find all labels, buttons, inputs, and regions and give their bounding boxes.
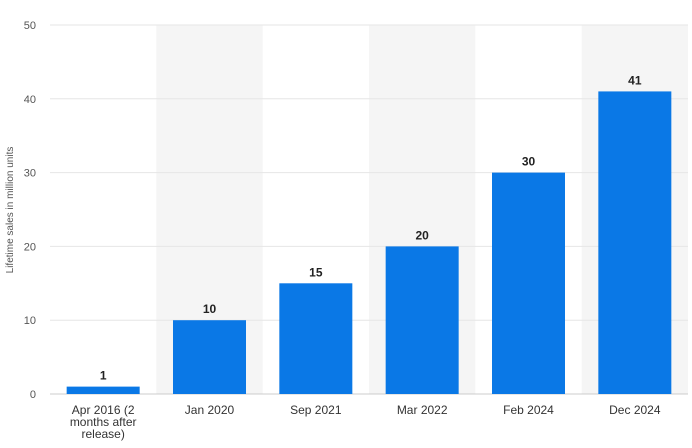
bar [598, 91, 672, 395]
data-labels: 1 10 15 20 30 41 [100, 73, 642, 382]
gridlines [50, 24, 688, 395]
bars [66, 91, 672, 395]
x-tick-label: Jan 2020 [185, 403, 235, 417]
data-label: 30 [522, 155, 536, 169]
y-tick-label: 50 [24, 20, 36, 32]
bar [385, 246, 459, 394]
y-axis-ticks: 0 10 20 30 40 50 [24, 20, 36, 401]
x-tick-label: Feb 2024 [503, 403, 554, 417]
x-tick-label: Dec 2024 [609, 403, 661, 417]
x-tick-label: Apr 2016 (2 months after release) [70, 403, 137, 441]
data-label: 20 [415, 228, 429, 242]
x-tick-label: Sep 2021 [290, 403, 342, 417]
bar [492, 172, 565, 394]
y-tick-label: 30 [24, 168, 36, 180]
y-tick-label: 40 [24, 94, 36, 106]
data-label: 15 [309, 265, 323, 279]
x-axis-labels: Apr 2016 (2 months after release) Jan 2020 S… [70, 403, 661, 441]
bar [279, 283, 353, 394]
bar [66, 386, 140, 394]
y-tick-label: 0 [30, 389, 36, 401]
y-tick-label: 20 [24, 241, 36, 253]
data-label: 41 [628, 73, 642, 87]
x-tick-label: Mar 2022 [397, 403, 448, 417]
y-axis-title: Lifetime sales in million units [5, 147, 16, 274]
y-tick-label: 10 [24, 315, 36, 327]
data-label: 1 [100, 369, 107, 383]
data-label: 10 [203, 302, 217, 316]
bar [173, 320, 246, 394]
